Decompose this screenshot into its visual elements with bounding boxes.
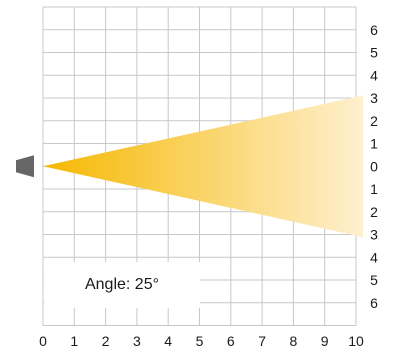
x-tick-label: 4 — [164, 333, 172, 349]
beam-layer — [16, 95, 363, 238]
y-tick-label: 2 — [370, 113, 378, 129]
light-source-icon — [16, 155, 34, 178]
y-tick-label: 6 — [370, 295, 378, 311]
y-tick-label: 2 — [370, 204, 378, 220]
y-tick-label: 3 — [370, 90, 378, 106]
x-tick-label: 6 — [227, 333, 235, 349]
x-tick-label: 7 — [258, 333, 266, 349]
x-tick-label: 0 — [39, 333, 47, 349]
y-tick-label: 4 — [370, 67, 378, 83]
y-tick-label: 4 — [370, 249, 378, 265]
x-tick-label: 1 — [70, 333, 78, 349]
x-tick-label: 2 — [102, 333, 110, 349]
y-tick-label: 3 — [370, 227, 378, 243]
y-tick-label: 1 — [370, 136, 378, 152]
y-tick-label: 1 — [370, 181, 378, 197]
y-axis-ticks: 6 5 4 3 2 1 0 1 2 3 4 5 6 — [370, 22, 378, 311]
y-tick-label: 6 — [370, 22, 378, 38]
x-tick-label: 3 — [133, 333, 141, 349]
y-tick-label: 0 — [370, 158, 378, 174]
x-tick-label: 8 — [290, 333, 298, 349]
y-tick-label: 5 — [370, 45, 378, 61]
angle-label: Angle: 25° — [44, 262, 200, 308]
x-tick-label: 9 — [321, 333, 329, 349]
light-beam — [43, 95, 363, 238]
x-axis-ticks: 0 1 2 3 4 5 6 7 8 9 10 — [39, 333, 364, 349]
x-tick-label: 5 — [196, 333, 204, 349]
y-tick-label: 5 — [370, 272, 378, 288]
x-tick-label: 10 — [348, 333, 364, 349]
